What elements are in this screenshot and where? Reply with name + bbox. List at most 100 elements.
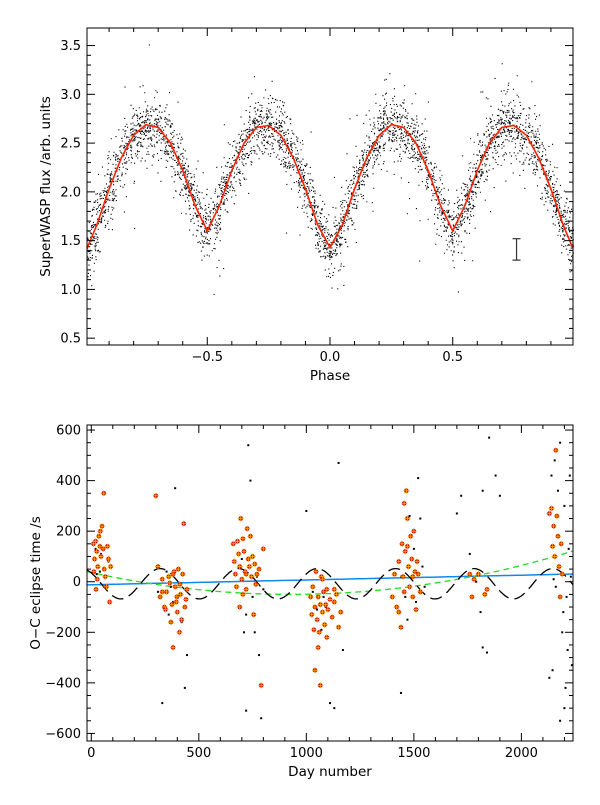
primary-eclipse-point [323, 634, 330, 641]
primary-eclipse-point [166, 580, 173, 586]
primary-point-cross [97, 528, 104, 535]
primary-eclipse-point [335, 624, 342, 631]
primary-eclipse-point [314, 616, 321, 623]
primary-point-cross [400, 573, 407, 580]
primary-eclipse-point [173, 593, 180, 600]
primary-point-cross [406, 583, 413, 590]
secondary-eclipse-point [98, 570, 101, 573]
primary-point-cross [232, 571, 239, 578]
primary-eclipse-point [181, 604, 188, 611]
primary-eclipse-point [321, 621, 328, 628]
secondary-eclipse-point [245, 613, 248, 616]
primary-point-cross [471, 576, 478, 583]
primary-eclipse-point [558, 540, 565, 547]
primary-point-cross [260, 545, 267, 552]
secondary-eclipse-point [253, 631, 256, 634]
primary-eclipse-point [406, 583, 413, 590]
lightcurve-axes-frame [86, 27, 574, 346]
primary-point-cross [402, 548, 409, 555]
primary-eclipse-point [97, 553, 104, 560]
oc-panel: 0 500 1000 1500 2000 −600 −400 −200 0 200 400 600 D… [28, 424, 574, 780]
primary-point-cross [176, 629, 183, 636]
primary-eclipse-point [483, 586, 490, 593]
primary-point-cross [323, 586, 330, 593]
primary-eclipse-point [102, 573, 109, 580]
primary-point-cross [333, 591, 340, 598]
secondary-eclipse-point [423, 585, 426, 588]
secondary-eclipse-point [412, 547, 415, 550]
primary-eclipse-point [159, 588, 166, 595]
primary-point-cross [152, 492, 159, 499]
primary-point-cross [397, 624, 404, 631]
primary-point-cross [468, 593, 475, 600]
secondary-eclipse-point [562, 611, 565, 614]
primary-eclipse-point [327, 596, 333, 603]
primary-eclipse-point [404, 515, 411, 522]
secondary-eclipse-point [563, 707, 566, 710]
primary-eclipse-point [232, 571, 239, 578]
primary-eclipse-point [546, 510, 553, 517]
primary-point-cross [248, 573, 255, 580]
secondary-eclipse-point [183, 686, 186, 689]
primary-eclipse-point [251, 561, 258, 568]
y-tick-label: 3.0 [60, 88, 81, 103]
primary-eclipse-point [410, 528, 417, 535]
primary-point-cross [307, 593, 314, 600]
primary-point-cross [411, 568, 418, 575]
secondary-eclipse-point [498, 494, 501, 497]
primary-eclipse-point [395, 558, 402, 565]
secondary-eclipse-point [559, 441, 562, 444]
secondary-eclipse-point [550, 474, 553, 477]
primary-eclipse-point [258, 682, 265, 689]
primary-eclipse-point [337, 609, 344, 616]
primary-eclipse-point [329, 614, 336, 621]
secondary-eclipse-point [329, 702, 331, 705]
primary-point-cross [404, 515, 411, 522]
lightcurve-panel: −0.5 0.0 0.5 0.5 1.0 1.5 2.0 2.5 3.0 3.5 Phase Su… [38, 27, 574, 384]
primary-point-cross [403, 487, 410, 494]
primary-point-cross [407, 533, 414, 540]
secondary-eclipse-point [167, 613, 170, 616]
primary-point-cross [96, 543, 103, 550]
x-tick-label: 500 [186, 746, 211, 761]
primary-point-cross [243, 586, 250, 593]
primary-point-cross [90, 568, 97, 575]
primary-point-cross [233, 583, 240, 590]
secondary-eclipse-point [305, 509, 308, 512]
primary-eclipse-point [244, 525, 251, 532]
primary-point-cross [548, 505, 555, 512]
primary-point-cross [252, 581, 259, 588]
secondary-eclipse-point [316, 608, 319, 611]
primary-eclipse-point [236, 563, 243, 570]
primary-eclipse-point [183, 586, 190, 593]
secondary-eclipse-point [551, 669, 554, 672]
secondary-eclipse-point [311, 590, 314, 593]
secondary-eclipse-point [569, 575, 572, 578]
primary-point-cross [554, 533, 561, 540]
primary-point-cross [558, 540, 565, 547]
primary-point-cross [173, 593, 180, 600]
lightcurve-error-bar [512, 238, 521, 261]
primary-eclipse-point [317, 682, 324, 689]
secondary-eclipse-point [333, 707, 336, 710]
y-tick-label: 400 [56, 474, 81, 489]
primary-point-cross [99, 523, 106, 530]
primary-eclipse-point [252, 581, 259, 588]
primary-point-cross [335, 624, 342, 631]
secondary-eclipse-point [548, 676, 551, 679]
y-tick-label: 0.5 [60, 332, 81, 347]
primary-eclipse-point [182, 596, 189, 603]
secondary-eclipse-point [566, 648, 569, 651]
secondary-eclipse-point [174, 487, 177, 490]
secondary-eclipse-point [247, 444, 250, 447]
primary-point-cross [102, 573, 109, 580]
primary-point-cross [159, 576, 166, 583]
primary-eclipse-point [311, 667, 318, 674]
primary-eclipse-point [409, 573, 416, 580]
primary-eclipse-point [468, 593, 475, 600]
primary-eclipse-point [313, 568, 320, 575]
primary-eclipse-point [170, 571, 177, 578]
primary-eclipse-point [105, 555, 112, 562]
primary-eclipse-point [309, 583, 316, 590]
